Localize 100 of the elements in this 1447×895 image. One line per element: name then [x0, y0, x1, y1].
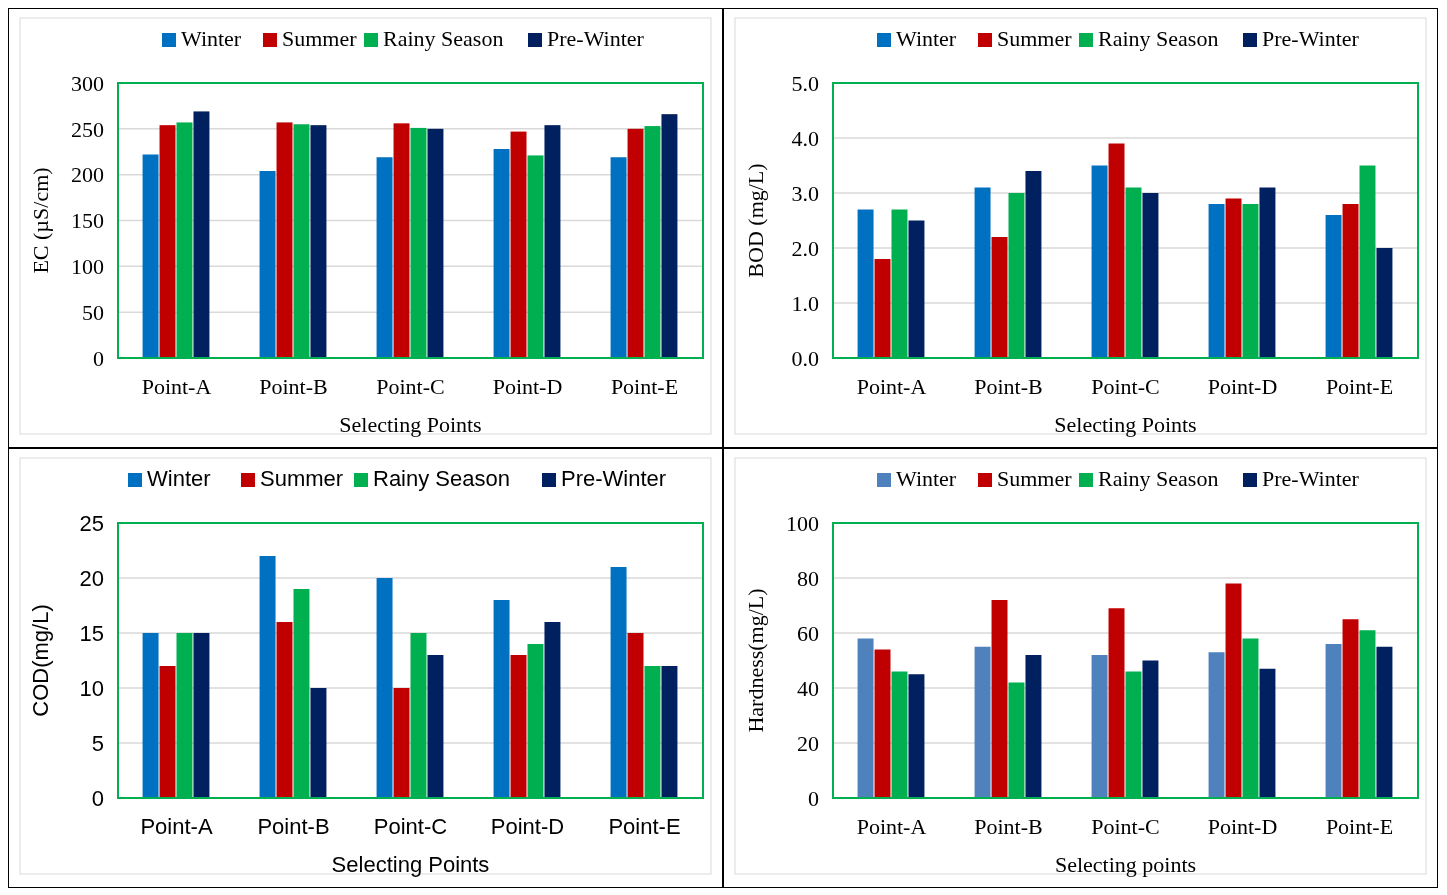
y-tick-label: 0: [808, 785, 819, 811]
y-tick-label: 60: [797, 620, 819, 646]
bar: [276, 622, 293, 798]
bar: [510, 655, 527, 798]
legend-label: Summer: [997, 26, 1073, 51]
bar: [1142, 193, 1159, 358]
bar: [1142, 660, 1159, 798]
bar: [991, 600, 1008, 798]
bar: [544, 622, 561, 798]
x-tick-label: Point-D: [490, 814, 565, 839]
bar: [159, 125, 176, 358]
bar: [493, 149, 510, 358]
y-tick-label: 100: [786, 510, 819, 536]
bar: [193, 633, 210, 798]
legend-label: Winter: [147, 466, 211, 491]
bar: [510, 131, 527, 358]
y-tick-label: 0.0: [791, 345, 819, 371]
bar: [1025, 655, 1042, 798]
bar: [493, 600, 510, 798]
bar: [627, 633, 644, 798]
x-tick-label: Point-A: [140, 814, 213, 839]
bar: [874, 649, 891, 798]
y-tick-label: 100: [71, 254, 104, 280]
bar: [1108, 143, 1125, 358]
bar: [159, 666, 176, 798]
bar: [1091, 655, 1108, 798]
y-tick-label: 5: [91, 730, 104, 756]
y-axis-title: Hardness(mg/L): [743, 588, 768, 733]
bar: [310, 688, 327, 798]
legend-label: Winter: [896, 26, 957, 51]
legend-label: Pre-Winter: [547, 26, 645, 51]
legend-label: Pre-Winter: [1262, 26, 1360, 51]
legend-label: Rainy Season: [1098, 26, 1219, 51]
bar: [1091, 165, 1108, 358]
bar: [1208, 652, 1225, 798]
bar: [193, 111, 210, 358]
bar: [610, 157, 627, 358]
y-tick-label: 10: [79, 675, 104, 701]
legend-label: Rainy Season: [373, 466, 510, 491]
bar: [1225, 198, 1242, 358]
y-tick-label: 0: [91, 785, 104, 811]
bar: [1259, 187, 1276, 358]
bar: [1342, 619, 1359, 798]
y-axis-title: EC (µS/cm): [28, 167, 53, 274]
y-tick-label: 300: [71, 70, 104, 96]
legend-label: Summer: [282, 26, 358, 51]
bar: [259, 556, 276, 798]
bar: [1342, 204, 1359, 358]
legend-label: Winter: [896, 466, 957, 491]
legend-label: Rainy Season: [383, 26, 504, 51]
bar: [1225, 583, 1242, 798]
bar: [1208, 204, 1225, 358]
y-tick-label: 3.0: [791, 180, 819, 206]
legend-label: Summer: [260, 466, 344, 491]
bar: [1259, 668, 1276, 798]
y-tick-label: 25: [79, 510, 104, 536]
y-tick-label: 80: [797, 565, 819, 591]
bar: [427, 128, 444, 358]
x-tick-label: Point-D: [492, 374, 563, 399]
bar: [142, 633, 159, 798]
bar: [544, 125, 561, 358]
x-tick-label: Point-B: [974, 374, 1043, 399]
bar: [857, 209, 874, 358]
bar: [610, 567, 627, 798]
bar: [376, 578, 393, 798]
y-tick-label: 250: [71, 116, 104, 142]
x-axis-title: Selecting Points: [339, 412, 482, 437]
bar: [427, 655, 444, 798]
bar: [142, 154, 159, 358]
bar: [310, 125, 327, 358]
x-tick-label: Point-C: [1091, 374, 1160, 399]
bar: [1025, 171, 1042, 358]
bar: [627, 128, 644, 358]
bar: [974, 646, 991, 798]
x-tick-label: Point-E: [1325, 374, 1394, 399]
bar: [393, 688, 410, 798]
x-tick-label: Point-C: [376, 374, 445, 399]
bar: [857, 638, 874, 798]
legend-label: Winter: [181, 26, 242, 51]
x-axis-title: Selecting Points: [1054, 412, 1197, 437]
x-tick-label: Point-B: [974, 814, 1043, 839]
x-tick-label: Point-E: [1325, 814, 1394, 839]
y-tick-label: 0: [93, 345, 104, 371]
bar: [908, 674, 925, 798]
bar: [1376, 646, 1393, 798]
y-axis-title: BOD (mg/L): [743, 163, 768, 278]
y-tick-label: 1.0: [791, 290, 819, 316]
y-tick-label: 4.0: [791, 125, 819, 151]
legend-label: Pre-Winter: [1262, 466, 1360, 491]
y-tick-label: 5.0: [791, 70, 819, 96]
y-tick-label: 50: [82, 299, 104, 325]
y-tick-label: 15: [79, 620, 104, 646]
bar: [1325, 644, 1342, 798]
bar: [1376, 248, 1393, 358]
bar: [908, 220, 925, 358]
x-tick-label: Point-A: [856, 374, 927, 399]
y-tick-label: 2.0: [791, 235, 819, 261]
bar: [376, 157, 393, 358]
legend-label: Pre-Winter: [561, 466, 667, 491]
bar: [874, 259, 891, 358]
